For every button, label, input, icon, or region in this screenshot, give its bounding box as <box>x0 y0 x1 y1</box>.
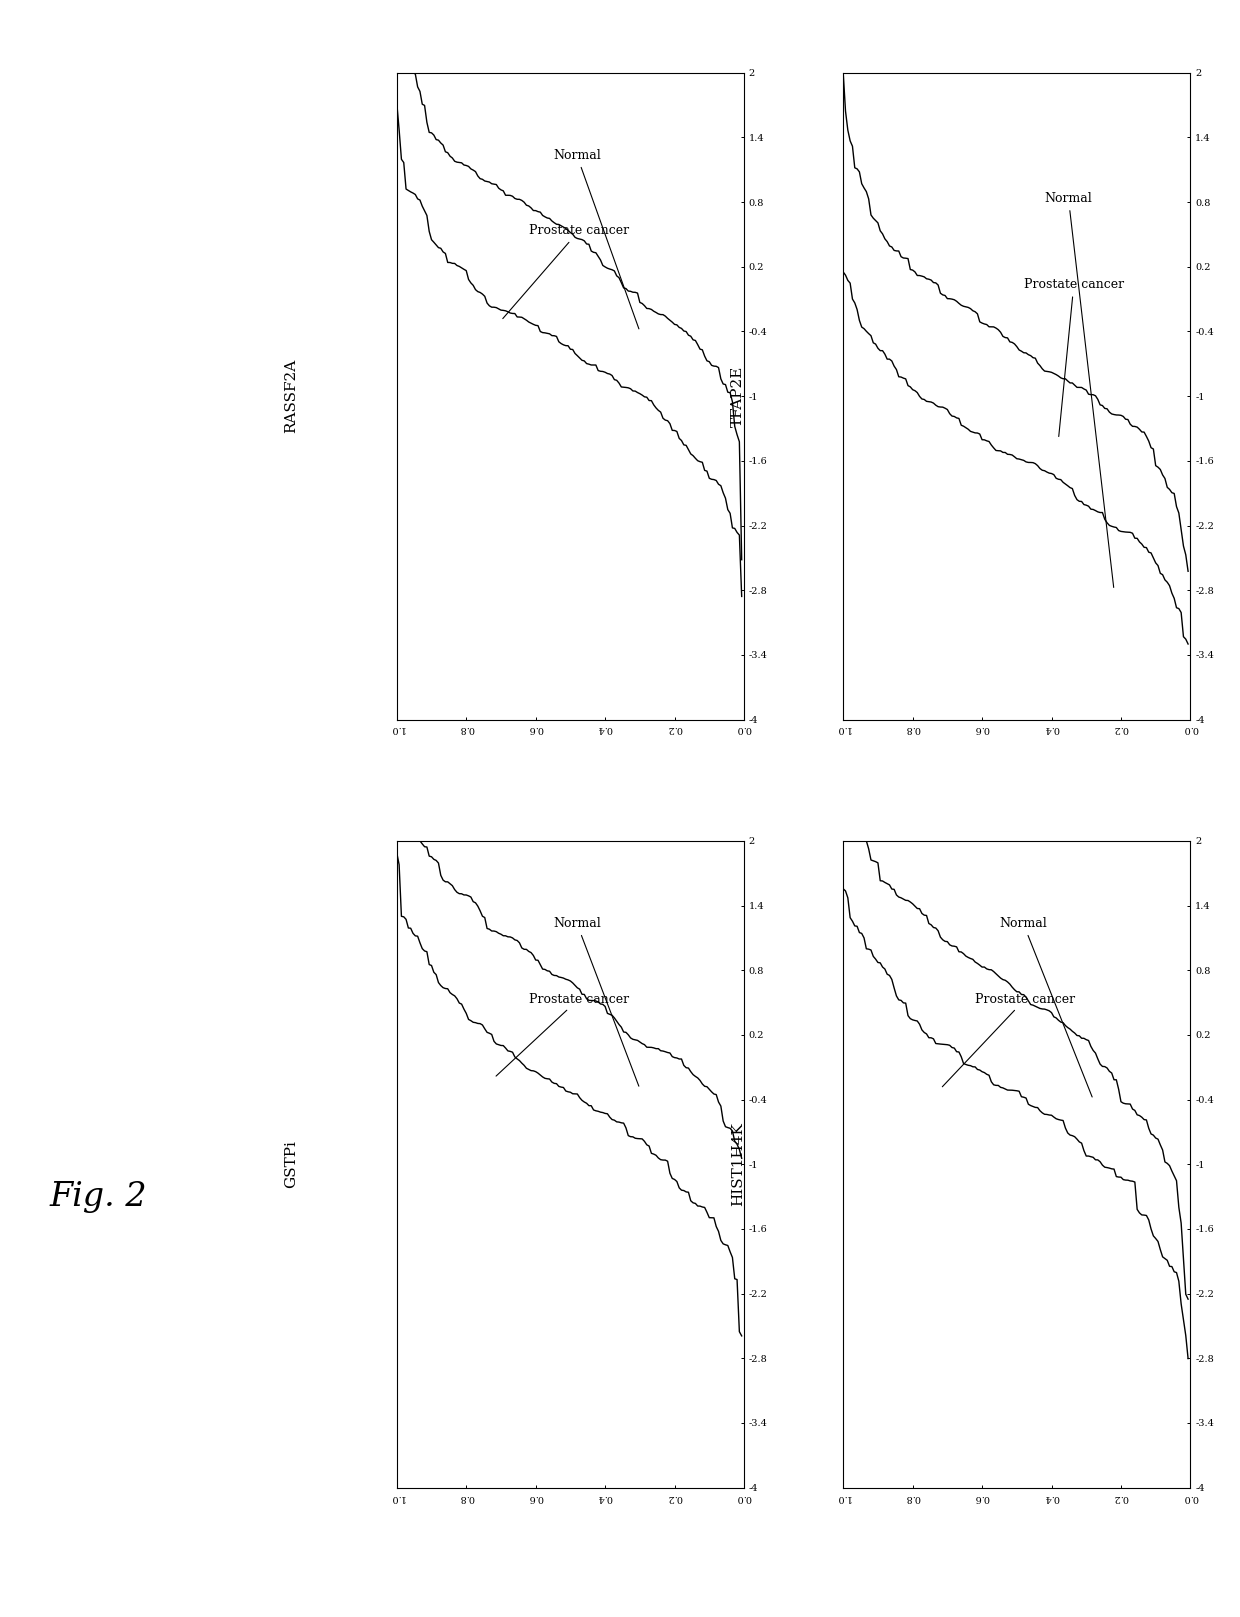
Text: GSTPi: GSTPi <box>284 1140 299 1188</box>
Text: RASSF2A: RASSF2A <box>284 359 299 433</box>
Text: Normal: Normal <box>553 917 639 1087</box>
Text: Normal: Normal <box>1044 192 1114 587</box>
Text: Prostate cancer: Prostate cancer <box>1024 278 1123 437</box>
Text: Prostate cancer: Prostate cancer <box>502 225 629 319</box>
Text: Normal: Normal <box>999 917 1092 1096</box>
Text: TFAP2E: TFAP2E <box>730 365 745 427</box>
Text: HIST1H4K: HIST1H4K <box>730 1122 745 1206</box>
Text: Prostate cancer: Prostate cancer <box>942 993 1075 1087</box>
Text: Normal: Normal <box>553 149 639 328</box>
Text: Fig. 2: Fig. 2 <box>50 1180 148 1213</box>
Text: Prostate cancer: Prostate cancer <box>496 993 629 1075</box>
